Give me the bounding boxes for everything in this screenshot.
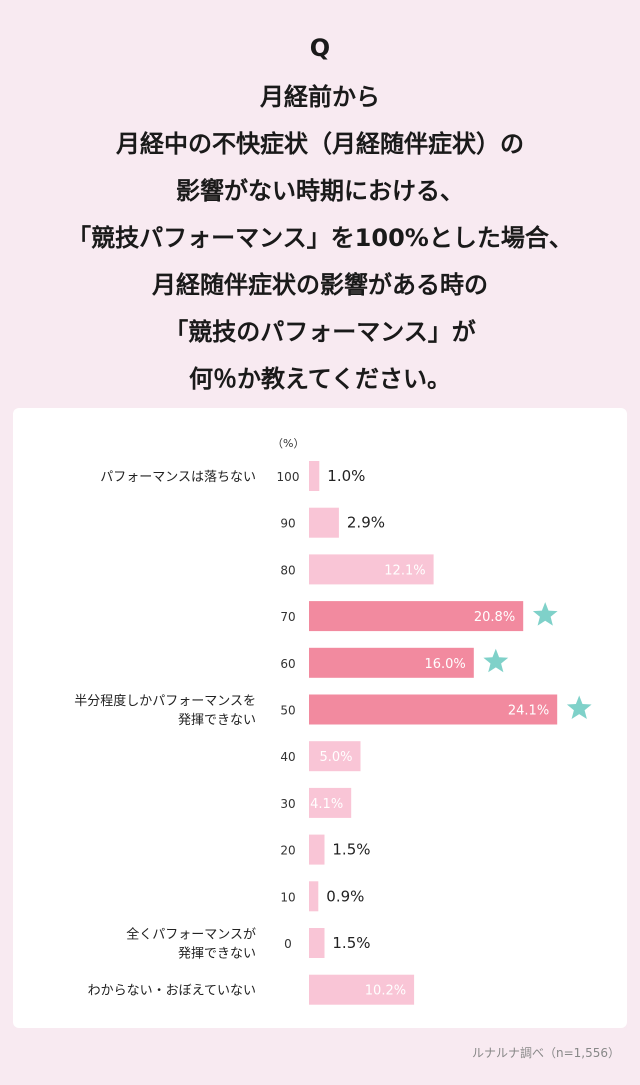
data-label: 1.5% (332, 841, 370, 859)
question-text: 月経前から 月経中の不快症状（月経随伴症状）の 影響がない時期における、 「競技… (0, 74, 640, 403)
tick-label: 20 (280, 844, 295, 858)
data-label: 5.0% (319, 750, 352, 765)
data-label: 12.1% (384, 563, 425, 578)
star-icon (566, 695, 592, 719)
row-annotation: わからない・おぼえていない (88, 984, 256, 999)
bar (309, 881, 319, 912)
row-annotation: 発揮できない (178, 713, 256, 728)
data-label: 1.5% (332, 934, 370, 952)
tick-label: 70 (280, 610, 295, 624)
bar (309, 461, 320, 491)
tick-label: 80 (280, 563, 295, 577)
bar (309, 554, 434, 585)
tick-label: 90 (280, 517, 295, 531)
tick-label: 10 (280, 890, 295, 904)
row-annotation: 半分程度しかパフォーマンスを (74, 693, 256, 709)
bar (309, 647, 474, 678)
data-label: 2.9% (347, 514, 385, 532)
tick-label: 30 (280, 797, 295, 811)
question-line: 月経中の不快症状（月経随伴症状）の (116, 130, 524, 158)
data-label: 4.1% (310, 797, 343, 812)
tick-label: 60 (280, 657, 295, 671)
bar (309, 694, 558, 725)
bar (309, 787, 352, 818)
question-line: 「競技のパフォーマンス」が (164, 318, 476, 346)
bar (309, 834, 325, 865)
tick-label: 100 (277, 470, 300, 484)
tick-label: 40 (280, 750, 295, 764)
data-label: 20.8% (474, 610, 515, 625)
bar (309, 974, 415, 1005)
data-label: 16.0% (424, 657, 465, 672)
star-icon (532, 602, 558, 626)
data-label: 10.2% (365, 984, 406, 999)
source-note: ルナルナ調べ（n=1,556） (471, 1046, 620, 1060)
row-annotation: 発揮できない (178, 947, 256, 962)
question-line: 「競技パフォーマンス」を100%とした場合、 (67, 224, 573, 252)
bar (309, 601, 524, 632)
question-line: 月経随伴症状の影響がある時の (152, 271, 488, 299)
bar (309, 741, 361, 772)
data-label: 24.1% (508, 704, 549, 719)
star-icon (483, 648, 509, 673)
data-label: 0.9% (326, 887, 364, 905)
unit-label: （%） (272, 437, 305, 450)
row-annotation: 全くパフォーマンスが (126, 927, 256, 943)
question-line: 何％か教えてください。 (188, 365, 452, 393)
row-annotation: パフォーマンスは落ちない (100, 470, 256, 485)
bar (309, 507, 339, 538)
question-line: 影響がない時期における、 (176, 177, 464, 205)
tick-label: 50 (280, 704, 295, 718)
bar (309, 928, 325, 958)
question-line: 月経前から (260, 83, 380, 111)
question-mark: Q (309, 34, 331, 62)
data-label: 1.0% (327, 467, 365, 485)
tick-label: 0 (284, 937, 292, 951)
